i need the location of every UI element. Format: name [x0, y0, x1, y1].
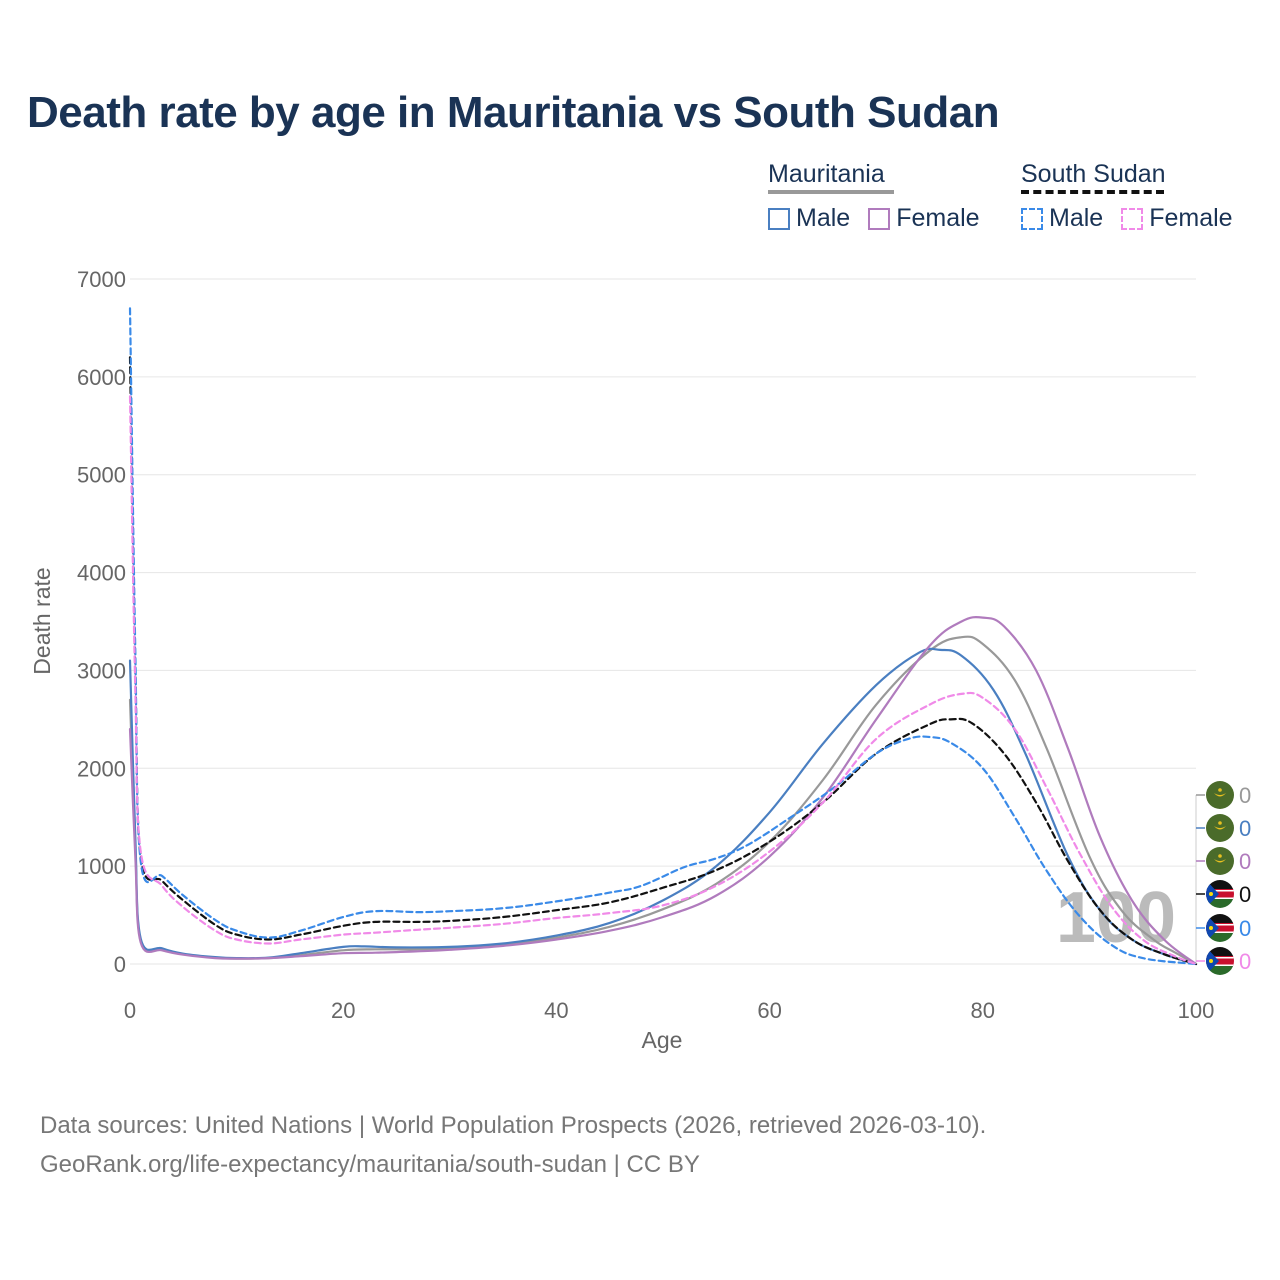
source-url[interactable]: GeoRank.org/life-expectancy/mauritania/s… [40, 1151, 700, 1178]
y-tick-label: 6000 [77, 365, 126, 390]
series-line-mauritania-total[interactable] [128, 635, 1198, 966]
legend-group-line [768, 190, 894, 194]
series-line-south-sudan-total[interactable] [128, 356, 1198, 966]
y-tick-labels: 0 1000 2000 3000 4000 5000 6000 7000 [77, 267, 126, 977]
legend-group-title: Mauritania [768, 160, 885, 188]
x-tick-labels: 0 20 40 60 80 100 [124, 998, 1214, 1023]
end-value-label: 0 [1239, 849, 1251, 874]
south-sudan-flag-badge [1196, 880, 1234, 908]
legend-group-line [1021, 190, 1164, 194]
legend-label: Male [1049, 204, 1104, 232]
legend-group-title: South Sudan [1021, 160, 1166, 188]
end-value-label: 0 [1239, 916, 1251, 941]
legend-item-mauritania-female[interactable]: Female [868, 204, 980, 233]
mauritania-flag-badge [1196, 781, 1234, 809]
crescent-icon [1214, 793, 1226, 797]
current-age-marker: 100 [1056, 878, 1176, 958]
y-tick-label: 4000 [77, 561, 126, 586]
star-icon [1218, 788, 1222, 792]
south-sudan-flag-badge [1196, 914, 1234, 942]
star-icon [1218, 821, 1222, 825]
series-line-south-sudan-male[interactable] [128, 307, 1198, 966]
mauritania-flag-badge [1196, 847, 1234, 875]
mauritania-flag-badge [1196, 814, 1234, 842]
y-tick-label: 7000 [77, 267, 126, 292]
x-tick-label: 0 [124, 998, 136, 1023]
x-tick-label: 100 [1178, 998, 1215, 1023]
end-value-label: 0 [1239, 949, 1251, 974]
legend-swatch [1021, 207, 1043, 230]
legend-south-sudan: South Sudan Male Female [1021, 160, 1233, 240]
crescent-icon [1214, 826, 1226, 830]
y-tick-label: 3000 [77, 658, 126, 683]
source-line: Data sources: United Nations | World Pop… [40, 1112, 987, 1139]
series-line-south-sudan-female[interactable] [128, 395, 1198, 966]
legend-label: Male [796, 204, 851, 232]
series-line-mauritania-female[interactable] [128, 615, 1198, 966]
crescent-icon [1214, 859, 1226, 863]
series-lines [128, 307, 1198, 966]
gridlines [130, 278, 1196, 965]
y-tick-label: 5000 [77, 463, 126, 488]
chart-title: Death rate by age in Mauritania vs South… [27, 88, 1000, 137]
x-tick-label: 60 [757, 998, 781, 1023]
legend-item-south-sudan-male[interactable]: Male [1021, 204, 1103, 233]
legend-item-mauritania-male[interactable]: Male [768, 204, 850, 233]
end-value-label: 0 [1239, 816, 1251, 841]
x-tick-label: 20 [331, 998, 355, 1023]
y-tick-label: 1000 [77, 854, 126, 879]
y-axis-title: Death rate [29, 567, 55, 674]
end-markers: 0 0 0 0 0 0 [1195, 781, 1251, 975]
end-value-label: 0 [1239, 882, 1251, 907]
legend-item-south-sudan-female[interactable]: Female [1121, 204, 1233, 233]
star-icon [1218, 854, 1222, 858]
star-icon [1209, 959, 1213, 963]
x-tick-label: 40 [544, 998, 568, 1023]
x-axis-title: Age [642, 1027, 683, 1053]
star-icon [1209, 926, 1213, 930]
legend-swatch [868, 207, 891, 230]
star-icon [1209, 892, 1213, 896]
x-tick-label: 80 [971, 998, 995, 1023]
legend-mauritania: Mauritania Male Female [768, 160, 980, 240]
y-tick-label: 0 [114, 952, 126, 977]
legend-swatch [1121, 207, 1144, 230]
end-value-label: 0 [1239, 783, 1251, 808]
legend-label: Female [896, 204, 980, 232]
legend-swatch [768, 207, 790, 230]
legend-label: Female [1149, 204, 1233, 232]
source-note: Data sources: United Nations | World Pop… [40, 1106, 986, 1184]
south-sudan-flag-badge [1196, 947, 1234, 975]
y-tick-label: 2000 [77, 756, 126, 781]
